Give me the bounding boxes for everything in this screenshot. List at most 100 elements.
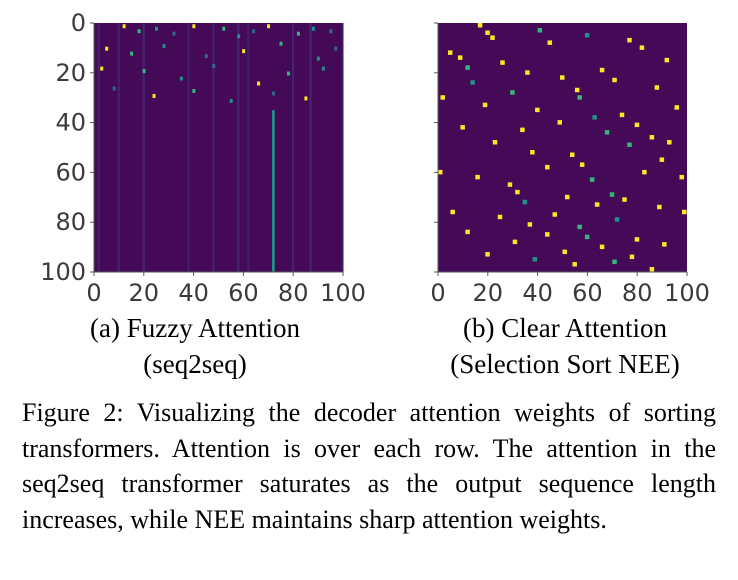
faint-attention-column — [237, 23, 240, 272]
attention-cell — [569, 152, 575, 157]
attention-cell — [599, 244, 605, 250]
attention-cell — [649, 267, 655, 272]
attention-cell — [589, 177, 595, 182]
attention-cell — [100, 66, 104, 71]
attention-cell — [627, 37, 632, 43]
attention-cell — [450, 209, 455, 215]
attention-cell — [122, 24, 126, 29]
faint-attention-column — [187, 23, 190, 272]
attention-cell — [470, 80, 475, 85]
attention-cell — [562, 249, 567, 255]
x-tick-label: 40 — [178, 279, 209, 307]
attention-cell — [267, 24, 271, 29]
attention-cell — [475, 174, 480, 180]
attention-cell — [296, 31, 300, 36]
attention-cell — [162, 44, 166, 49]
attention-cell — [619, 112, 625, 118]
attention-cell — [229, 98, 233, 103]
attention-cell — [286, 71, 290, 76]
attention-cell — [599, 67, 605, 73]
heatmap-background — [438, 23, 687, 272]
attention-cell — [577, 224, 582, 230]
attention-cell — [321, 66, 325, 71]
y-tick-label: 0 — [71, 9, 86, 37]
attention-cell — [577, 95, 582, 100]
attention-cell — [592, 115, 597, 120]
faint-attention-column — [97, 23, 100, 272]
attention-cell — [490, 35, 495, 40]
attention-cell — [252, 29, 256, 34]
attention-cell — [152, 93, 156, 98]
attention-cell — [584, 234, 590, 240]
attention-cell — [547, 40, 553, 45]
attention-cell — [179, 76, 183, 81]
attention-cell — [552, 212, 558, 217]
x-tick-label: 20 — [129, 279, 160, 307]
attention-cell — [545, 164, 550, 170]
attention-cell — [465, 65, 470, 70]
attention-cell — [316, 56, 320, 61]
attention-cell — [612, 77, 617, 83]
x-tick-label: 40 — [522, 279, 553, 307]
attention-cell — [674, 105, 680, 110]
attention-cell — [192, 88, 196, 93]
panel-b-caption-line2: (Selection Sort NEE) — [450, 349, 680, 379]
y-tick-label: 60 — [55, 158, 86, 186]
panel-a-caption-line2: (seq2seq) — [143, 349, 247, 379]
attention-cell — [257, 81, 261, 86]
attention-cell — [515, 189, 520, 195]
attention-cell — [667, 140, 672, 145]
attention-cell — [612, 259, 617, 265]
panel-a-caption-line1: (a) Fuzzy Attention — [90, 313, 300, 343]
x-tick-label: 0 — [86, 279, 101, 307]
attention-cell — [572, 262, 577, 267]
attention-cell — [130, 51, 134, 56]
faint-attention-column — [291, 23, 295, 272]
attention-cell — [537, 27, 543, 33]
heatmap-panel-a — [94, 23, 344, 273]
attention-cell — [105, 46, 109, 51]
y-tick-label: 20 — [55, 59, 86, 87]
y-tick-label: 80 — [55, 208, 86, 236]
attention-cell — [545, 232, 550, 237]
attention-cell — [657, 204, 662, 210]
attention-cell — [492, 140, 498, 145]
attention-cell — [532, 257, 538, 262]
attention-cell — [438, 169, 443, 175]
attention-cell — [584, 32, 590, 38]
figure-caption: Figure 2: Visualizing the decoder attent… — [22, 398, 716, 534]
attention-cell — [659, 157, 665, 162]
attention-cell — [440, 95, 445, 100]
attention-cell — [662, 242, 667, 247]
faint-attention-column — [309, 23, 312, 272]
attention-cell — [272, 91, 276, 96]
attention-cell — [507, 182, 513, 187]
attention-cell — [535, 107, 540, 113]
attention-cell — [557, 120, 563, 125]
attention-cell — [627, 142, 632, 148]
bright-attention-column — [272, 110, 275, 273]
attention-cell — [604, 130, 610, 135]
heatmap-panel-b — [438, 23, 687, 272]
attention-cell — [485, 252, 490, 257]
faint-attention-column — [142, 23, 145, 272]
attention-cell — [679, 174, 685, 180]
attention-cell — [482, 102, 488, 108]
attention-cell — [204, 54, 208, 59]
x-tick-label: 20 — [473, 279, 504, 307]
attention-cell — [329, 29, 333, 34]
attention-cell — [465, 229, 470, 235]
attention-cell — [682, 209, 687, 215]
faint-attention-column — [212, 23, 215, 272]
attention-cell — [477, 23, 483, 28]
attention-cell — [622, 197, 627, 202]
attention-cell — [311, 26, 315, 31]
attention-cell — [222, 26, 226, 31]
attention-cell — [564, 194, 570, 200]
y-tick-label: 40 — [55, 109, 86, 137]
attention-cell — [447, 50, 453, 55]
attention-cell — [334, 46, 338, 51]
attention-cell — [485, 30, 490, 35]
